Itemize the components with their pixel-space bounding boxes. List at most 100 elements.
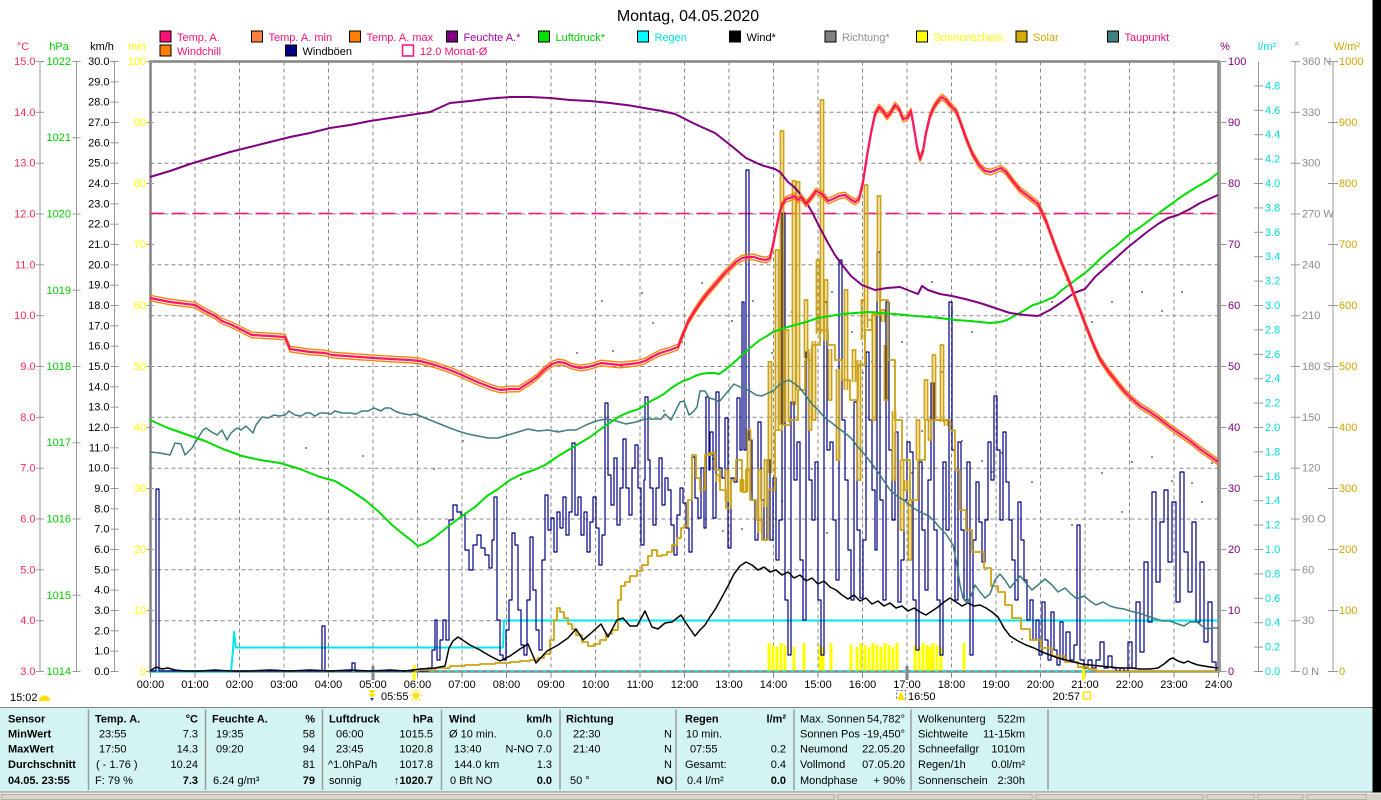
svg-text:4.8: 4.8 — [1265, 80, 1280, 92]
svg-text:19:35: 19:35 — [216, 729, 244, 741]
svg-text:Regen/1h: Regen/1h — [918, 759, 966, 771]
svg-text:5.0: 5.0 — [94, 564, 109, 576]
svg-text:Windböen: Windböen — [303, 46, 353, 58]
svg-text:1018: 1018 — [47, 361, 71, 373]
svg-text:26.0: 26.0 — [88, 137, 109, 149]
svg-text:1000: 1000 — [1339, 56, 1363, 68]
svg-text:10.0: 10.0 — [88, 463, 109, 475]
svg-text:1.3: 1.3 — [537, 759, 552, 771]
svg-text:7.0: 7.0 — [94, 524, 109, 536]
svg-text:Montag, 04.05.2020: Montag, 04.05.2020 — [617, 8, 759, 25]
svg-text:7.0: 7.0 — [20, 463, 35, 475]
svg-text:16:50: 16:50 — [908, 691, 936, 703]
svg-text:km/h: km/h — [90, 41, 114, 53]
svg-text:1022: 1022 — [47, 56, 71, 68]
svg-text:Gesamt:: Gesamt: — [685, 759, 727, 771]
svg-text:3.0: 3.0 — [1265, 300, 1280, 312]
svg-text:60: 60 — [134, 300, 146, 312]
svg-text:14.0: 14.0 — [88, 381, 109, 393]
svg-text:300: 300 — [1302, 158, 1320, 170]
svg-text:18.0: 18.0 — [88, 300, 109, 312]
svg-text:6.0: 6.0 — [94, 544, 109, 556]
svg-text:22:30: 22:30 — [573, 729, 601, 741]
svg-text:3.2: 3.2 — [1265, 276, 1280, 288]
svg-text:^1.0hPa/h: ^1.0hPa/h — [328, 759, 377, 771]
svg-text:9.0: 9.0 — [20, 361, 35, 373]
svg-text:79: 79 — [303, 775, 315, 787]
svg-text:15:02: 15:02 — [10, 692, 38, 704]
svg-text:14.3: 14.3 — [177, 744, 198, 756]
svg-text:07.05.20: 07.05.20 — [862, 759, 905, 771]
svg-text:Wind*: Wind* — [747, 32, 777, 44]
svg-text:1017.8: 1017.8 — [399, 759, 433, 771]
svg-text:3.0: 3.0 — [20, 666, 35, 678]
svg-text:02:00: 02:00 — [226, 679, 254, 691]
svg-text:20: 20 — [134, 544, 146, 556]
svg-text:144.0 km: 144.0 km — [454, 759, 499, 771]
svg-text:1014: 1014 — [47, 666, 71, 678]
svg-text:2.0: 2.0 — [1265, 422, 1280, 434]
svg-text:07:55: 07:55 — [690, 744, 718, 756]
svg-text:2.0: 2.0 — [94, 625, 109, 637]
svg-text:1015: 1015 — [47, 590, 71, 602]
svg-text:0: 0 — [1339, 666, 1345, 678]
svg-text:05:55: 05:55 — [381, 691, 409, 703]
svg-text:80: 80 — [1228, 178, 1240, 190]
svg-text:Feuchte A.: Feuchte A. — [212, 714, 268, 726]
svg-text:Luftdruck*: Luftdruck* — [556, 32, 606, 44]
svg-text:Solar: Solar — [1033, 32, 1059, 44]
svg-text:NO: NO — [657, 775, 674, 787]
svg-text:06:00: 06:00 — [336, 729, 364, 741]
svg-text:1.4: 1.4 — [1265, 495, 1280, 507]
svg-text:22.0: 22.0 — [88, 219, 109, 231]
svg-text:2.4: 2.4 — [1265, 373, 1280, 385]
svg-text:270 W: 270 W — [1302, 209, 1334, 221]
svg-text:+ 90%: + 90% — [874, 775, 906, 787]
svg-text:hPa: hPa — [49, 41, 69, 53]
svg-text:6.24 g/m³: 6.24 g/m³ — [213, 775, 260, 787]
svg-text:21.0: 21.0 — [88, 239, 109, 251]
svg-text:94: 94 — [303, 744, 315, 756]
svg-text:25.0: 25.0 — [88, 158, 109, 170]
svg-text:17:00: 17:00 — [893, 679, 921, 691]
svg-text:2.6: 2.6 — [1265, 349, 1280, 361]
svg-text:1020.8: 1020.8 — [399, 744, 433, 756]
svg-text:0.0: 0.0 — [771, 775, 786, 787]
svg-text:90: 90 — [134, 117, 146, 129]
svg-text:2.2: 2.2 — [1265, 398, 1280, 410]
svg-text:1010m: 1010m — [991, 744, 1025, 756]
svg-text:0.0: 0.0 — [1265, 666, 1280, 678]
svg-text:6.0: 6.0 — [20, 514, 35, 526]
svg-text:60: 60 — [1302, 564, 1314, 576]
svg-text:0.0: 0.0 — [537, 775, 552, 787]
svg-text:70: 70 — [1228, 239, 1240, 251]
svg-text:%: % — [305, 714, 315, 726]
svg-text:04.05. 23:55: 04.05. 23:55 — [8, 775, 70, 787]
svg-text:13.0: 13.0 — [14, 158, 35, 170]
svg-text:1020: 1020 — [47, 209, 71, 221]
svg-text:03:00: 03:00 — [270, 679, 298, 691]
svg-text:12.0: 12.0 — [88, 422, 109, 434]
svg-text:60: 60 — [1228, 300, 1240, 312]
svg-text:90 O: 90 O — [1302, 514, 1326, 526]
svg-text:19.0: 19.0 — [88, 280, 109, 292]
svg-text:hPa: hPa — [413, 714, 434, 726]
svg-text:Neumond: Neumond — [800, 744, 848, 756]
svg-text:16.0: 16.0 — [88, 341, 109, 353]
svg-text:22:00: 22:00 — [1116, 679, 1144, 691]
svg-text:900: 900 — [1339, 117, 1357, 129]
svg-text:l/m²: l/m² — [1258, 41, 1277, 53]
svg-text:Regen: Regen — [655, 32, 687, 44]
svg-text:1019: 1019 — [47, 285, 71, 297]
svg-text:80: 80 — [134, 178, 146, 190]
svg-text:22.05.20: 22.05.20 — [862, 744, 905, 756]
svg-text:°: ° — [1295, 41, 1299, 53]
svg-text:Ø 10 min.: Ø 10 min. — [449, 729, 497, 741]
svg-text:100: 100 — [1228, 56, 1246, 68]
svg-text:19:00: 19:00 — [982, 679, 1010, 691]
svg-text:24:00: 24:00 — [1205, 679, 1233, 691]
svg-text:13:40: 13:40 — [454, 744, 482, 756]
svg-text:↑1020.7: ↑1020.7 — [394, 775, 433, 787]
svg-text:0.2: 0.2 — [771, 744, 786, 756]
svg-text:120: 120 — [1302, 463, 1320, 475]
